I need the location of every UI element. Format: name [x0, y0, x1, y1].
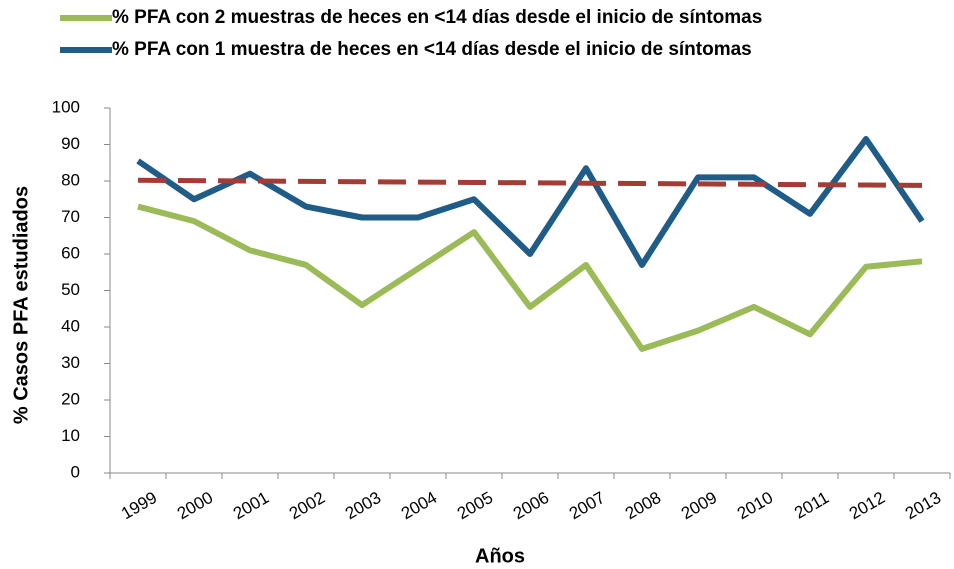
x-tick-label: 2005: [454, 488, 496, 523]
x-axis-title: Años: [475, 545, 525, 567]
x-tick-label: 2001: [230, 488, 272, 523]
y-tick-label: 50: [61, 280, 80, 299]
x-tick-label: 2011: [791, 488, 832, 523]
x-tick-label: 2000: [174, 488, 216, 523]
x-tick-label: 1999: [118, 488, 160, 523]
x-tick-label: 2009: [678, 488, 720, 523]
x-tick-label: 2008: [622, 488, 664, 523]
y-tick-label: 100: [52, 97, 80, 116]
x-tick-label: 2007: [566, 488, 608, 523]
y-axis-title: % Casos PFA estudiados: [10, 186, 32, 424]
y-tick-label: 80: [61, 170, 80, 189]
x-tick-label: 2006: [510, 488, 552, 523]
x-tick-label: 2002: [286, 488, 328, 523]
x-tick-label: 2010: [734, 488, 776, 523]
series-line: [136, 136, 925, 268]
series-line: [137, 177, 923, 188]
x-tick-label: 2012: [846, 488, 888, 523]
y-tick-label: 30: [61, 353, 80, 372]
x-tick-label: 2003: [342, 488, 384, 523]
x-tick-label: 2013: [902, 488, 944, 523]
y-tick-label: 40: [61, 316, 80, 335]
y-tick-label: 10: [61, 426, 80, 445]
legend-label: % PFA con 1 muestra de heces en <14 días…: [112, 39, 752, 60]
y-tick-label: 90: [61, 134, 80, 153]
series-line: [137, 203, 923, 352]
y-tick-label: 70: [61, 207, 80, 226]
y-tick-label: 0: [71, 462, 80, 481]
x-tick-label: 2004: [398, 488, 440, 523]
y-tick-label: 20: [61, 389, 80, 408]
legend-label: % PFA con 2 muestras de heces en <14 día…: [112, 7, 762, 28]
y-tick-label: 60: [61, 243, 80, 262]
